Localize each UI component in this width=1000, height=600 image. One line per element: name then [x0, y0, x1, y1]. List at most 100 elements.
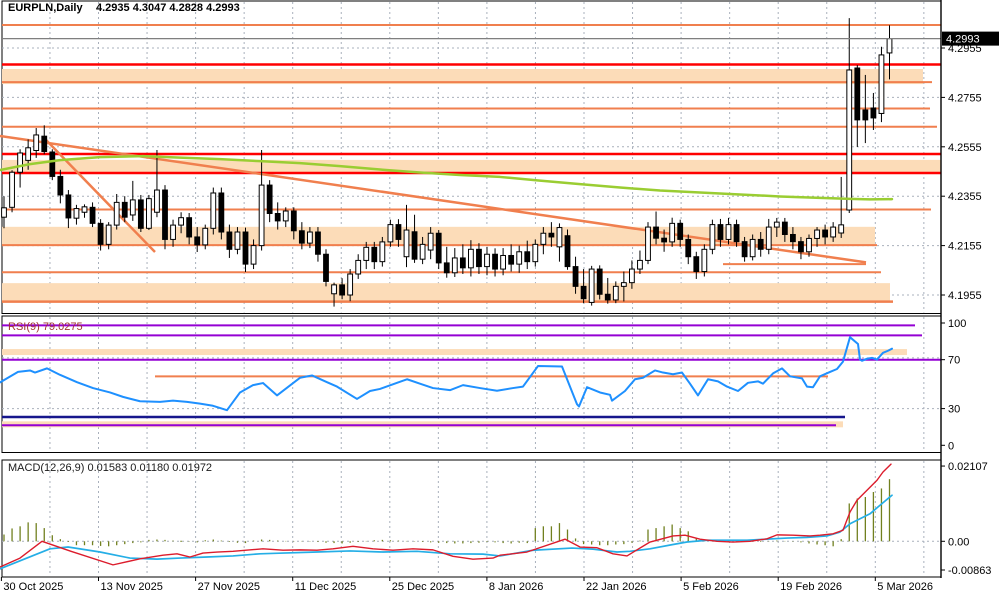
candle	[459, 244, 466, 275]
macd-panel	[0, 463, 941, 570]
candle	[806, 234, 812, 257]
price-axis[interactable]: 4.2955 4.2755 4.2555 4.2355 4.2155 4.1955 100 7…	[940, 0, 991, 578]
candle	[1, 196, 7, 229]
candle	[371, 241, 378, 270]
candle	[266, 180, 273, 223]
candle	[709, 219, 716, 255]
candle	[556, 223, 563, 262]
candle	[669, 217, 676, 247]
trendline[interactable]	[42, 136, 156, 253]
candle	[154, 150, 160, 218]
axis-label: 4.2755	[948, 92, 982, 104]
candle	[347, 269, 354, 302]
candle	[484, 246, 490, 276]
axis-label: 4.2355	[948, 191, 982, 203]
candle	[604, 277, 611, 304]
candle	[500, 248, 507, 276]
candle	[81, 204, 88, 218]
candle	[548, 222, 555, 247]
candle	[645, 222, 651, 265]
candle	[741, 236, 748, 262]
axis-label: 4.1955	[948, 290, 982, 302]
axis-label: 100	[948, 318, 966, 330]
axis-label: 4.2955	[948, 43, 982, 55]
chart-title-ohlc: 4.2935 4.3047 4.2828 4.2993	[96, 2, 240, 14]
axis-label: 0	[948, 440, 954, 452]
candle	[49, 149, 56, 181]
candle	[97, 219, 104, 251]
axis-label: 5 Mar 2026	[877, 581, 933, 593]
candle	[194, 227, 201, 253]
candle	[411, 214, 418, 263]
date-axis[interactable]: 30 Oct 2025 13 Nov 2025 27 Nov 2025 11 Dec …	[0, 577, 933, 593]
candle	[476, 243, 482, 275]
candle	[830, 222, 837, 242]
candle	[653, 211, 659, 245]
axis-label: 0.00	[948, 536, 969, 548]
candle	[387, 219, 394, 247]
candle	[717, 218, 724, 247]
candle	[218, 187, 225, 240]
candle	[492, 248, 498, 277]
candle	[395, 219, 402, 247]
candle	[524, 240, 531, 270]
axis-label: 70	[948, 355, 960, 367]
candle	[588, 265, 595, 306]
price-zone[interactable]	[2, 159, 941, 173]
candle	[612, 281, 619, 304]
candle	[878, 46, 885, 123]
candle	[798, 236, 804, 260]
candle	[580, 269, 587, 304]
candle	[33, 128, 40, 158]
candle	[186, 212, 193, 245]
axis-label: 25 Dec 2025	[392, 581, 454, 593]
candle	[661, 229, 668, 252]
candle	[427, 227, 434, 260]
candle	[733, 219, 740, 247]
axis-label: 0.02107	[948, 461, 988, 473]
candle	[725, 217, 732, 245]
price-zone[interactable]	[2, 68, 923, 85]
candle	[790, 227, 796, 250]
candle	[355, 254, 362, 279]
macd-indicator-label: MACD(12,26,9) 0.01583 0.01180 0.01972	[8, 462, 212, 474]
candle	[113, 193, 120, 230]
candle	[596, 265, 603, 300]
candle	[693, 251, 700, 279]
price-zone[interactable]	[2, 283, 890, 303]
candle	[57, 169, 64, 204]
axis-label: 27 Nov 2025	[198, 581, 260, 593]
candle	[250, 239, 257, 270]
candle	[677, 219, 684, 247]
candle	[162, 185, 168, 250]
support-resistance-lines	[2, 24, 941, 303]
axis-label: 4.2555	[948, 142, 982, 154]
candle	[629, 260, 635, 289]
candle	[242, 227, 249, 273]
candle	[532, 239, 539, 267]
candle	[862, 74, 869, 144]
candle	[435, 230, 442, 270]
candle	[451, 248, 458, 277]
candle	[274, 202, 281, 230]
rsi-indicator-label: RSI(9) 79.0275	[8, 321, 83, 333]
candle	[307, 227, 313, 249]
axis-label: 11 Dec 2025	[295, 581, 357, 593]
candle	[508, 244, 515, 272]
candle	[258, 150, 265, 251]
candle	[339, 278, 346, 300]
candle	[226, 224, 233, 258]
candle	[516, 245, 523, 273]
candle	[637, 250, 643, 275]
candle	[331, 282, 337, 307]
candle	[121, 196, 128, 223]
current-price-badge: 4.2993	[942, 31, 999, 46]
candle	[749, 234, 756, 261]
candle	[89, 202, 96, 228]
candle	[9, 170, 15, 213]
moving-average-green	[0, 154, 894, 201]
candle	[870, 92, 877, 131]
axis-label: 22 Jan 2026	[586, 581, 647, 593]
candle	[363, 241, 370, 270]
